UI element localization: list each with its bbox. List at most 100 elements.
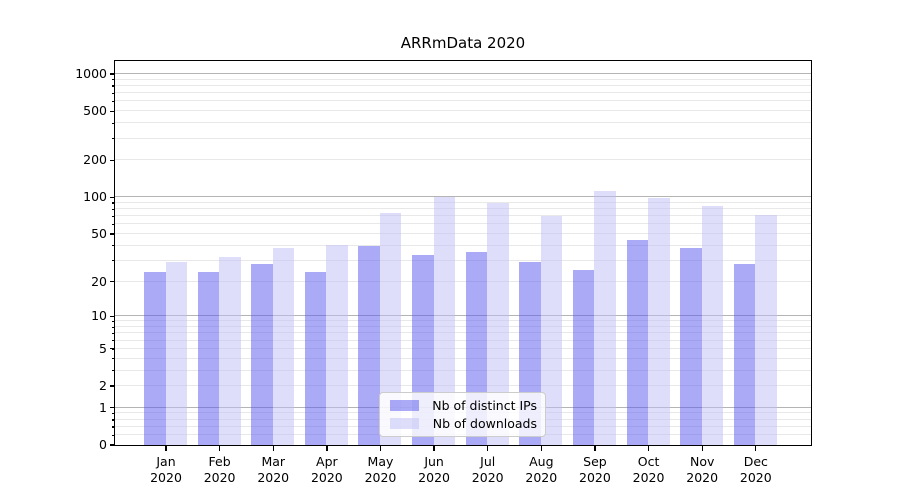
y-tick-label: 5	[99, 340, 107, 356]
bar-downloads-jan	[165, 261, 187, 445]
x-tick-mark	[379, 446, 382, 451]
x-tick-mark	[755, 446, 757, 451]
x-tick-mark	[701, 446, 703, 451]
x-tick-label: Feb 2020	[203, 454, 236, 485]
y-minor-tick-mark	[112, 332, 115, 335]
x-tick-label: Dec 2020	[739, 454, 772, 485]
y-tick-mark	[110, 196, 115, 198]
x-tick-mark	[272, 446, 274, 451]
gridline-minor	[114, 215, 811, 217]
gridline-minor	[114, 201, 811, 203]
x-tick-label: Jun 2020	[418, 454, 450, 485]
bar-ips-jan	[144, 271, 166, 445]
x-tick-label: Jan 2020	[150, 454, 182, 485]
gridline-minor	[114, 244, 811, 246]
x-tick-label: Apr 2020	[310, 454, 343, 485]
gridline-minor	[114, 357, 811, 359]
gridline-minor	[114, 122, 811, 124]
bar-downloads-feb	[219, 256, 241, 445]
bar-downloads-mar	[272, 247, 295, 445]
legend-item-distinct-ips: Nb of distinct IPs	[386, 398, 537, 413]
x-tick-label: Oct 2020	[632, 454, 665, 485]
gridline-major	[114, 196, 811, 198]
bar-downloads-dec	[755, 214, 777, 445]
chart-title: ARRmData 2020	[400, 34, 526, 52]
y-minor-tick-mark	[112, 434, 115, 436]
bar-downloads-may	[379, 213, 402, 445]
x-tick-label: Aug 2020	[525, 454, 558, 485]
gridline-minor	[114, 339, 811, 341]
y-tick-mark	[110, 444, 115, 446]
bar-downloads-aug	[540, 216, 563, 445]
bar-downloads-jun	[433, 196, 456, 445]
y-minor-tick-mark	[112, 233, 115, 235]
y-minor-tick-mark	[112, 202, 115, 204]
y-minor-tick-mark	[112, 245, 115, 247]
bar-ips-may	[358, 246, 380, 445]
y-minor-tick-mark	[112, 412, 115, 415]
gridline-minor	[114, 84, 811, 86]
y-minor-tick-mark	[112, 92, 115, 94]
y-tick-label: 500	[83, 103, 107, 119]
gridline-minor	[114, 326, 811, 327]
plot-area	[113, 59, 812, 446]
gridline-minor	[114, 223, 811, 225]
y-minor-tick-mark	[112, 358, 115, 360]
gridline-minor	[114, 259, 811, 261]
x-tick-mark	[594, 446, 596, 451]
y-minor-tick-mark	[112, 215, 115, 217]
gridline-major	[114, 315, 811, 317]
x-tick-mark	[218, 446, 221, 451]
y-tick-label: 1000	[75, 66, 107, 81]
y-tick-label: 100	[83, 189, 107, 205]
y-minor-tick-mark	[112, 110, 115, 112]
y-minor-tick-mark	[112, 348, 115, 350]
legend-label: Nb of distinct IPs	[432, 398, 537, 413]
bar-ips-oct	[626, 240, 649, 445]
legend-label: Nb of downloads	[432, 416, 537, 431]
bar-ips-feb	[197, 271, 220, 445]
gridline-minor	[114, 137, 811, 139]
y-minor-tick-mark	[112, 281, 115, 283]
bar-ips-apr	[304, 271, 327, 445]
bar-downloads-sep	[594, 190, 616, 445]
y-minor-tick-mark	[112, 100, 115, 103]
y-minor-tick-mark	[112, 385, 115, 387]
x-tick-mark	[326, 446, 328, 451]
y-tick-label: 0	[99, 437, 107, 452]
y-tick-label: 50	[91, 225, 107, 241]
y-tick-label: 20	[91, 273, 107, 289]
x-tick-label: Mar 2020	[257, 454, 290, 485]
x-tick-mark	[165, 446, 167, 451]
gridline-major	[114, 73, 811, 74]
gridline-minor	[114, 232, 811, 234]
legend-item-downloads: Nb of downloads	[386, 416, 537, 431]
x-tick-mark	[540, 446, 542, 451]
y-minor-tick-mark	[112, 122, 115, 124]
bar-downloads-nov	[701, 205, 724, 445]
gridline-minor	[114, 332, 811, 334]
bar-ips-nov	[680, 247, 702, 445]
y-minor-tick-mark	[112, 370, 115, 372]
bar-ips-dec	[733, 263, 756, 445]
gridline-minor	[114, 78, 811, 80]
y-minor-tick-mark	[112, 340, 115, 342]
y-minor-tick-mark	[112, 326, 115, 328]
gridline-minor	[114, 347, 811, 349]
legend-swatch-downloads	[390, 418, 419, 429]
y-tick-label: 1	[99, 399, 107, 415]
bar-ips-sep	[572, 269, 595, 445]
y-tick-mark	[110, 315, 115, 317]
y-tick-mark	[110, 407, 115, 409]
gridline-minor	[114, 208, 811, 210]
x-tick-label: Jul 2020	[471, 454, 504, 485]
y-minor-tick-mark	[112, 260, 115, 262]
legend-swatch-distinct-ips	[390, 400, 419, 411]
bar-ips-mar	[251, 263, 273, 445]
y-tick-mark	[110, 73, 115, 75]
y-tick-label: 2	[99, 378, 107, 393]
gridline-minor	[114, 159, 811, 161]
bar-downloads-apr	[326, 245, 348, 445]
y-tick-label: 10	[91, 308, 107, 324]
